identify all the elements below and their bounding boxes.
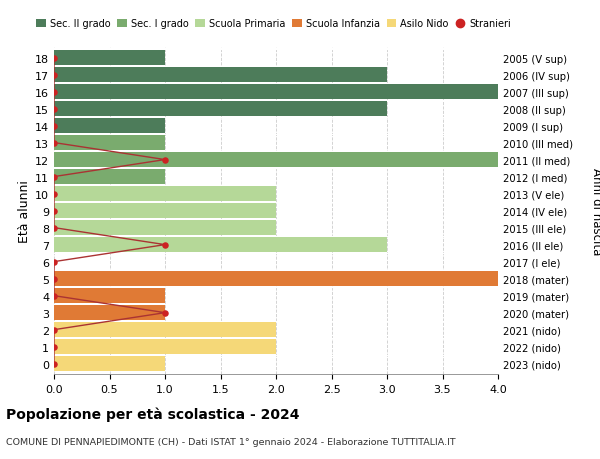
Y-axis label: Età alunni: Età alunni (18, 180, 31, 242)
Bar (54, 119, 165, 134)
Bar (54, 340, 276, 354)
Point (49, 224, 59, 232)
Point (49, 190, 59, 198)
Point (49, 140, 59, 147)
Point (49, 292, 59, 300)
Point (49, 343, 59, 351)
Point (49, 123, 59, 130)
Text: Popolazione per età scolastica - 2024: Popolazione per età scolastica - 2024 (6, 406, 299, 421)
Bar (54, 272, 498, 286)
Bar (54, 204, 276, 218)
Text: COMUNE DI PENNAPIEDIMONTE (CH) - Dati ISTAT 1° gennaio 2024 - Elaborazione TUTTI: COMUNE DI PENNAPIEDIMONTE (CH) - Dati IS… (6, 437, 455, 446)
Point (49, 360, 59, 368)
Y-axis label: Anni di nascita: Anni di nascita (590, 168, 600, 255)
Point (160, 241, 170, 249)
Bar (54, 51, 165, 66)
Legend: Sec. II grado, Sec. I grado, Scuola Primaria, Scuola Infanzia, Asilo Nido, Stran: Sec. II grado, Sec. I grado, Scuola Prim… (32, 16, 515, 34)
Bar (54, 153, 498, 168)
Bar (54, 187, 276, 202)
Bar (54, 136, 165, 151)
Bar (54, 238, 387, 252)
Bar (54, 323, 276, 337)
Point (49, 207, 59, 215)
Bar (54, 170, 165, 185)
Point (49, 174, 59, 181)
Bar (54, 289, 165, 303)
Point (49, 326, 59, 334)
Point (49, 72, 59, 79)
Point (49, 89, 59, 96)
Bar (54, 68, 387, 83)
Bar (54, 221, 276, 235)
Point (49, 275, 59, 283)
Point (49, 106, 59, 113)
Point (160, 309, 170, 317)
Point (49, 258, 59, 266)
Bar (54, 102, 387, 117)
Bar (54, 306, 165, 320)
Bar (54, 357, 165, 371)
Point (160, 157, 170, 164)
Bar (54, 85, 498, 100)
Point (49, 55, 59, 62)
